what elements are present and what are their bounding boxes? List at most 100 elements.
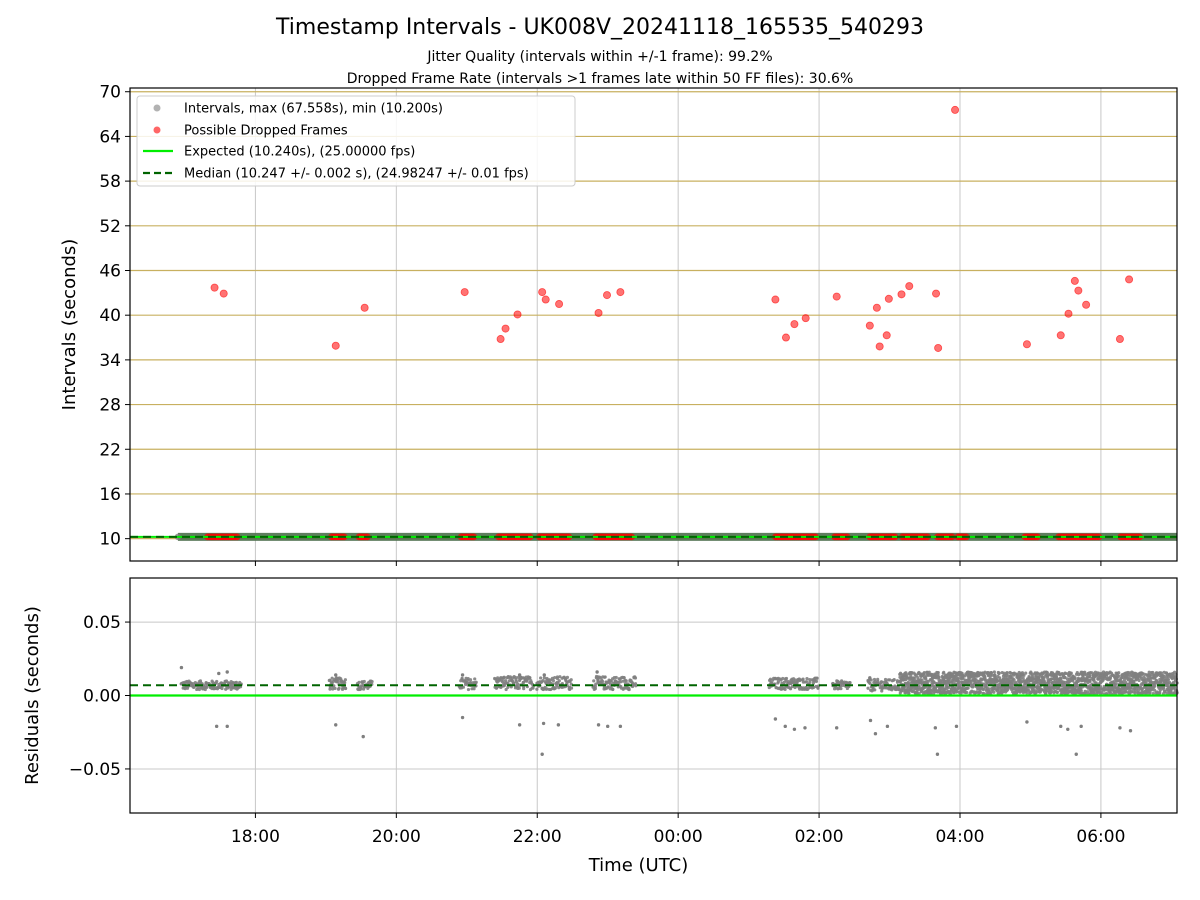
residual-point [225,684,229,688]
residual-point [1059,680,1063,684]
residual-point [963,678,967,682]
y-tick-label: 58 [99,172,121,192]
residual-point [962,688,966,692]
residual-point [197,687,201,692]
residual-point [1130,670,1134,674]
dropped-frame-point [1125,533,1133,541]
residual-point [779,678,783,682]
residual-point [1127,684,1131,688]
residual-point [1141,682,1145,687]
residual-point [1082,683,1086,687]
residual-point [917,670,921,675]
dropped-frame-point [520,533,528,541]
residual-point [1022,684,1026,688]
residual-outlier-point [1066,727,1070,731]
residual-point [356,683,360,687]
residual-point [1129,683,1133,687]
residual-point [1142,672,1147,676]
residual-point [1054,674,1058,678]
residual-point [216,686,220,690]
residual-point [1153,680,1158,684]
residual-point [1112,689,1116,693]
residual-point [366,681,370,685]
residual-point [1020,679,1024,683]
residual-point [219,681,224,685]
residual-point [1131,681,1135,685]
residual-point [1156,683,1160,687]
residual-point [361,683,365,687]
residual-point [551,685,556,689]
residual-point [1051,684,1055,689]
residual-point [913,678,917,683]
residual-point [1103,671,1107,675]
residual-point [1153,676,1157,680]
residual-point [603,675,607,679]
residual-point [935,684,939,688]
residual-point [1160,679,1165,683]
residual-point [1077,690,1081,695]
residual-point [1046,676,1050,680]
residual-point [506,674,510,679]
residual-point [1013,691,1017,695]
residual-point [225,686,230,690]
residual-outlier-point [517,673,522,677]
residual-point [838,684,842,688]
residual-point [991,680,995,684]
residual-point [788,681,792,685]
residual-point [942,681,946,685]
x-tick-label: 18:00 [231,827,280,847]
residual-point [1157,681,1162,685]
residual-point [199,680,203,685]
residual-point [964,686,968,690]
residual-point [942,670,946,674]
residual-point [1143,684,1147,688]
residual-point [998,682,1002,686]
residual-point [358,685,363,690]
residual-point [1105,682,1109,686]
residual-point [1159,685,1163,689]
residual-point [973,681,977,685]
dropped-frame-point [1134,533,1141,541]
residual-point [1027,683,1031,687]
residual-point [928,690,932,694]
residual-point [965,670,970,675]
residual-point [1106,678,1110,682]
residual-point [1017,677,1021,681]
residual-point [497,684,501,688]
residual-point [363,684,367,689]
residual-point [1057,685,1061,690]
residual-point [949,687,953,691]
residual-point [542,687,546,691]
residual-point [1169,684,1173,688]
residual-point [460,677,464,681]
residual-point [981,672,986,676]
residual-point [933,690,937,694]
residual-point [1095,691,1099,696]
residual-point [632,675,636,679]
residual-point [626,682,630,687]
residual-point [1081,673,1085,677]
residual-point [506,685,510,689]
residual-point [803,680,807,684]
residual-point [901,685,905,689]
residual-point [888,678,892,682]
residual-point [935,682,940,686]
residual-point [918,680,922,685]
residual-point [798,678,802,682]
residual-point [885,682,889,686]
residual-point [617,680,621,684]
residual-point [960,680,964,685]
residual-point [929,677,933,682]
residual-point [1044,689,1048,693]
residual-point [1040,678,1044,683]
residual-point [1023,689,1028,693]
residual-point [1113,683,1117,688]
residual-point [605,686,609,690]
residual-point [1149,676,1153,680]
residual-point [984,685,988,689]
residual-point [903,681,907,685]
residual-point [1143,677,1147,681]
residual-point [1167,680,1172,685]
dropped-frame-point [328,533,335,541]
residual-point [1052,691,1056,695]
